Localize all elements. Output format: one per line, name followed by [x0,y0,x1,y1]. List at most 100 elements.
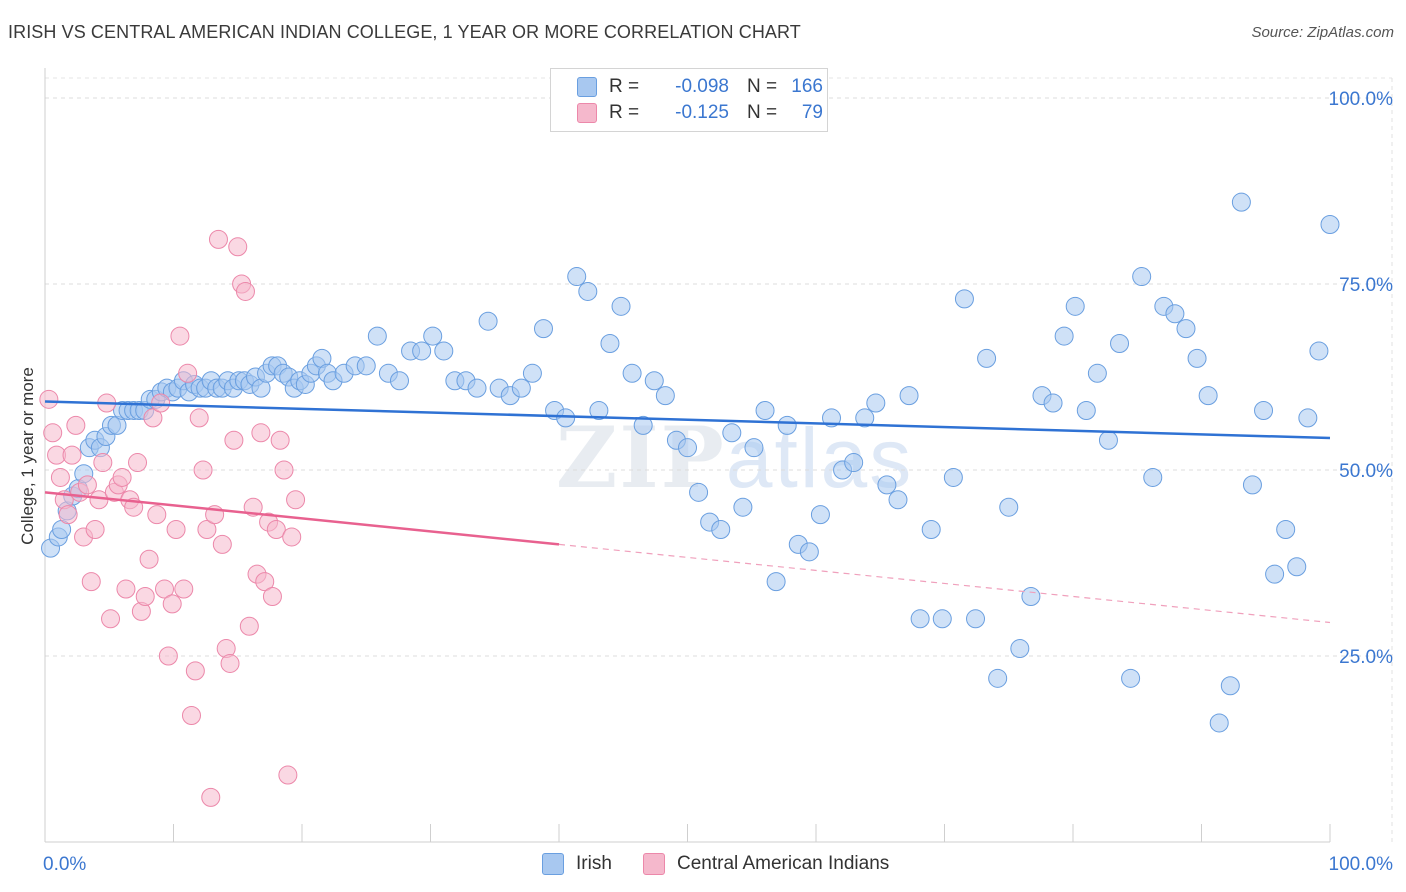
y-tick-label: 25.0% [1339,647,1393,668]
central-american-trend-line [44,491,560,546]
irish-point [689,482,709,502]
central-american-point [116,579,136,599]
irish-point [1242,475,1262,495]
irish-point [777,415,797,435]
irish-point [899,386,919,406]
irish-point [1010,639,1030,659]
legend-row-irish: R = -0.098 N = 166 [551,74,823,100]
central-american-point [77,475,97,495]
irish-point [511,378,531,398]
y-tick-label: 75.0% [1339,275,1393,296]
central-american-point [43,423,63,443]
irish-point [1231,192,1251,212]
irish-point [1065,296,1085,316]
bottom-legend-irish: Irish [542,852,612,876]
bottom-legend-label-central-american: Central American Indians [677,853,890,874]
irish-point [1132,267,1152,287]
irish-point [1198,386,1218,406]
irish-point [1176,319,1196,339]
central-american-point [212,534,232,554]
central-american-point [189,408,209,428]
central-american-point [39,389,59,409]
irish-point [977,348,997,368]
central-american-point [193,460,213,480]
irish-trend-line [44,400,1331,440]
central-american-point [197,520,217,540]
irish-point [799,542,819,562]
irish-point [1087,363,1107,383]
central-american-point [112,467,132,487]
central-american-point [135,586,155,606]
y-axis-label: College, 1 year or more [18,367,37,545]
central-american-trend-extension [558,543,1331,624]
x-tick-label: 0.0% [43,854,86,875]
central-american-point [228,237,248,257]
legend-r-label: R = [609,102,640,123]
irish-point [589,400,609,420]
irish-point [633,415,653,435]
central-american-point [274,460,294,480]
irish-point [1143,467,1163,487]
irish-point [644,371,664,391]
irish-point [1209,713,1229,733]
central-american-point [266,520,286,540]
irish-point [1110,334,1130,354]
legend-n-value: 166 [791,76,823,97]
irish-point [412,341,432,361]
irish-point [1076,400,1096,420]
irish-point [567,267,587,287]
irish-point [1254,400,1274,420]
irish-point [921,520,941,540]
central-american-point [50,467,70,487]
irish-point [1054,326,1074,346]
chart-title: IRISH VS CENTRAL AMERICAN INDIAN COLLEGE… [8,22,801,42]
bottom-legend-swatch-central-american [643,853,665,875]
central-american-point [128,453,148,473]
central-american-point [151,393,171,413]
central-american-point [139,549,159,569]
central-american-point [101,609,121,629]
central-american-point [158,646,178,666]
central-american-point [81,572,101,592]
irish-point [733,497,753,517]
irish-point [678,438,697,458]
irish-point [1276,520,1296,540]
central-american-point [162,594,182,614]
central-american-point [255,572,275,592]
central-american-point [85,520,105,540]
irish-point [722,423,742,443]
irish-point [1098,430,1118,450]
central-american-point [58,505,78,525]
irish-point [389,371,409,391]
irish-point [943,467,963,487]
irish-point [822,408,842,428]
central-american-point [181,706,201,726]
irish-point [888,490,908,510]
irish-point [522,363,542,383]
irish-point [556,408,576,428]
central-american-point [208,229,228,249]
irish-point [1287,557,1307,577]
irish-point [611,296,631,316]
central-american-point [239,616,259,636]
irish-point [966,609,986,629]
central-american-point [62,445,82,465]
central-american-point [174,579,194,599]
irish-point [1121,668,1141,688]
irish-point [988,668,1008,688]
irish-point [866,393,886,413]
irish-point [1165,304,1185,324]
irish-point [600,334,620,354]
central-american-point [251,423,271,443]
central-american-point [224,430,244,450]
legend-n-label: N = [747,102,778,123]
legend-swatch-irish [577,77,597,97]
irish-point [844,453,864,473]
central-american-point [235,281,255,301]
irish-point [954,289,974,309]
irish-point [1220,676,1240,696]
central-american-point [243,497,263,517]
central-american-point [143,408,163,428]
bottom-legend-central-american: Central American Indians [643,852,889,876]
